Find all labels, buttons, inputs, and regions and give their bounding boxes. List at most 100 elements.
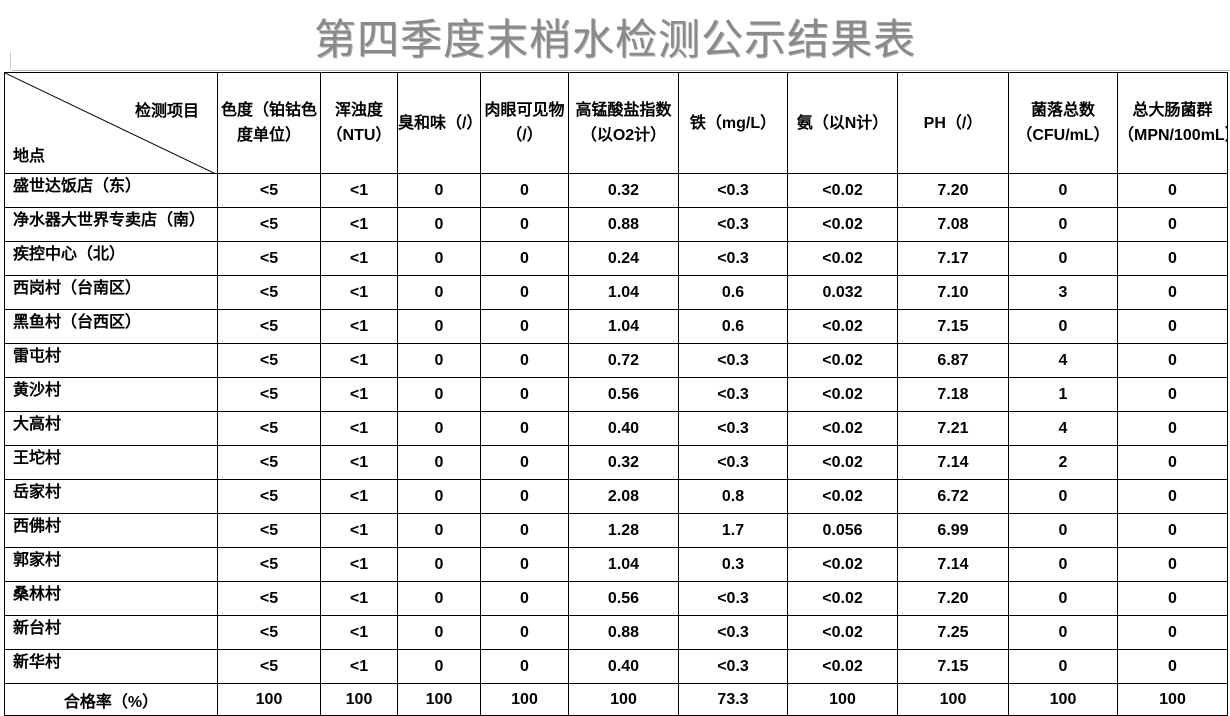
value-cell: <0.3 <box>678 241 788 276</box>
value-cell: <1 <box>320 241 398 276</box>
value-cell: 7.15 <box>897 309 1009 344</box>
location-cell: 盛世达饭店（东） <box>4 173 218 208</box>
value-cell: <0.02 <box>787 241 898 276</box>
column-header: 铁（mg/L） <box>678 72 788 174</box>
value-cell: 0 <box>1117 581 1228 616</box>
value-cell: 0 <box>1008 547 1118 582</box>
value-cell: <1 <box>320 309 398 344</box>
value-cell: <5 <box>217 513 321 548</box>
value-cell: 3 <box>1008 275 1118 310</box>
value-cell: <0.02 <box>787 547 898 582</box>
location-cell: 新台村 <box>4 615 218 650</box>
value-cell: 0.032 <box>787 275 898 310</box>
pass-rate-value: 100 <box>217 683 321 716</box>
page-title: 第四季度末梢水检测公示结果表 <box>313 15 916 64</box>
value-cell: <0.02 <box>787 581 898 616</box>
value-cell: 0 <box>397 615 481 650</box>
table-move-handle[interactable] <box>0 52 11 70</box>
value-cell: <0.02 <box>787 615 898 650</box>
value-cell: 0 <box>1117 275 1228 310</box>
value-cell: 0.88 <box>568 615 679 650</box>
column-header: 肉眼可见物（/） <box>480 72 569 174</box>
value-cell: <0.3 <box>678 615 788 650</box>
divider <box>12 70 1230 71</box>
value-cell: 0 <box>480 479 569 514</box>
value-cell: 0 <box>1008 513 1118 548</box>
value-cell: 0 <box>480 547 569 582</box>
value-cell: 4 <box>1008 411 1118 446</box>
value-cell: 0 <box>480 275 569 310</box>
value-cell: <0.02 <box>787 411 898 446</box>
pass-rate-value: 73.3 <box>678 683 788 716</box>
value-cell: 0.32 <box>568 173 679 208</box>
value-cell: 7.21 <box>897 411 1009 446</box>
value-cell: 0 <box>1008 581 1118 616</box>
location-cell: 王坨村 <box>4 445 218 480</box>
value-cell: <0.02 <box>787 309 898 344</box>
pass-rate-value: 100 <box>480 683 569 716</box>
value-cell: <5 <box>217 411 321 446</box>
value-cell: <5 <box>217 649 321 684</box>
value-cell: 0 <box>1008 479 1118 514</box>
table-row: 西佛村 <5 <1 0 0 1.28 1.7 0.056 6.99 0 0 <box>4 513 1228 548</box>
value-cell: 0.88 <box>568 207 679 242</box>
value-cell: 0 <box>480 581 569 616</box>
column-header: 菌落总数（CFU/mL） <box>1008 72 1118 174</box>
table-row: 新华村 <5 <1 0 0 0.40 <0.3 <0.02 7.15 0 0 <box>4 649 1228 684</box>
value-cell: 0 <box>1008 241 1118 276</box>
table-row: 净水器大世界专卖店（南） <5 <1 0 0 0.88 <0.3 <0.02 7.08 0 0 <box>4 207 1228 242</box>
value-cell: 4 <box>1008 343 1118 378</box>
location-cell: 西岗村（台南区） <box>4 275 218 310</box>
value-cell: <5 <box>217 343 321 378</box>
value-cell: 0 <box>397 173 481 208</box>
location-cell: 郭家村 <box>4 547 218 582</box>
value-cell: 0 <box>1117 207 1228 242</box>
value-cell: 0 <box>397 241 481 276</box>
table-row: 西岗村（台南区） <5 <1 0 0 1.04 0.6 0.032 7.10 3 0 <box>4 275 1228 310</box>
column-header: 色度（铂钴色度单位） <box>217 72 321 174</box>
value-cell: 7.17 <box>897 241 1009 276</box>
value-cell: <5 <box>217 173 321 208</box>
value-cell: <0.02 <box>787 173 898 208</box>
value-cell: 0 <box>1008 615 1118 650</box>
results-table: 检测项目 地点 色度（铂钴色度单位） 浑浊度（NTU） 臭和味（/） 肉眼可见物（/）… <box>4 72 1228 716</box>
value-cell: 0.56 <box>568 581 679 616</box>
value-cell: 0 <box>1117 173 1228 208</box>
pass-rate-value: 100 <box>320 683 398 716</box>
value-cell: 0.56 <box>568 377 679 412</box>
value-cell: 0 <box>480 309 569 344</box>
value-cell: 0 <box>397 377 481 412</box>
value-cell: 1.7 <box>678 513 788 548</box>
value-cell: 0 <box>1117 377 1228 412</box>
location-cell: 黄沙村 <box>4 377 218 412</box>
value-cell: 0 <box>1117 241 1228 276</box>
value-cell: <5 <box>217 581 321 616</box>
value-cell: 7.08 <box>897 207 1009 242</box>
pass-rate-value: 100 <box>397 683 481 716</box>
value-cell: <1 <box>320 275 398 310</box>
column-header: 臭和味（/） <box>397 72 481 174</box>
value-cell: <5 <box>217 547 321 582</box>
value-cell: 0 <box>1117 615 1228 650</box>
value-cell: 0 <box>397 309 481 344</box>
value-cell: 0 <box>480 513 569 548</box>
table-row: 桑林村 <5 <1 0 0 0.56 <0.3 <0.02 7.20 0 0 <box>4 581 1228 616</box>
table-row: 岳家村 <5 <1 0 0 2.08 0.8 <0.02 6.72 0 0 <box>4 479 1228 514</box>
value-cell: 0 <box>1008 649 1118 684</box>
pass-rate-value: 100 <box>1117 683 1228 716</box>
value-cell: <1 <box>320 547 398 582</box>
value-cell: 1 <box>1008 377 1118 412</box>
value-cell: 0 <box>1008 173 1118 208</box>
value-cell: 0 <box>1008 309 1118 344</box>
value-cell: <1 <box>320 581 398 616</box>
location-cell: 西佛村 <box>4 513 218 548</box>
value-cell: 0 <box>1117 547 1228 582</box>
corner-header-cell: 检测项目 地点 <box>4 72 218 174</box>
value-cell: <1 <box>320 649 398 684</box>
value-cell: <1 <box>320 411 398 446</box>
value-cell: 0 <box>397 479 481 514</box>
value-cell: 0 <box>397 343 481 378</box>
location-cell: 疾控中心（北） <box>4 241 218 276</box>
value-cell: <0.02 <box>787 445 898 480</box>
value-cell: <0.02 <box>787 343 898 378</box>
